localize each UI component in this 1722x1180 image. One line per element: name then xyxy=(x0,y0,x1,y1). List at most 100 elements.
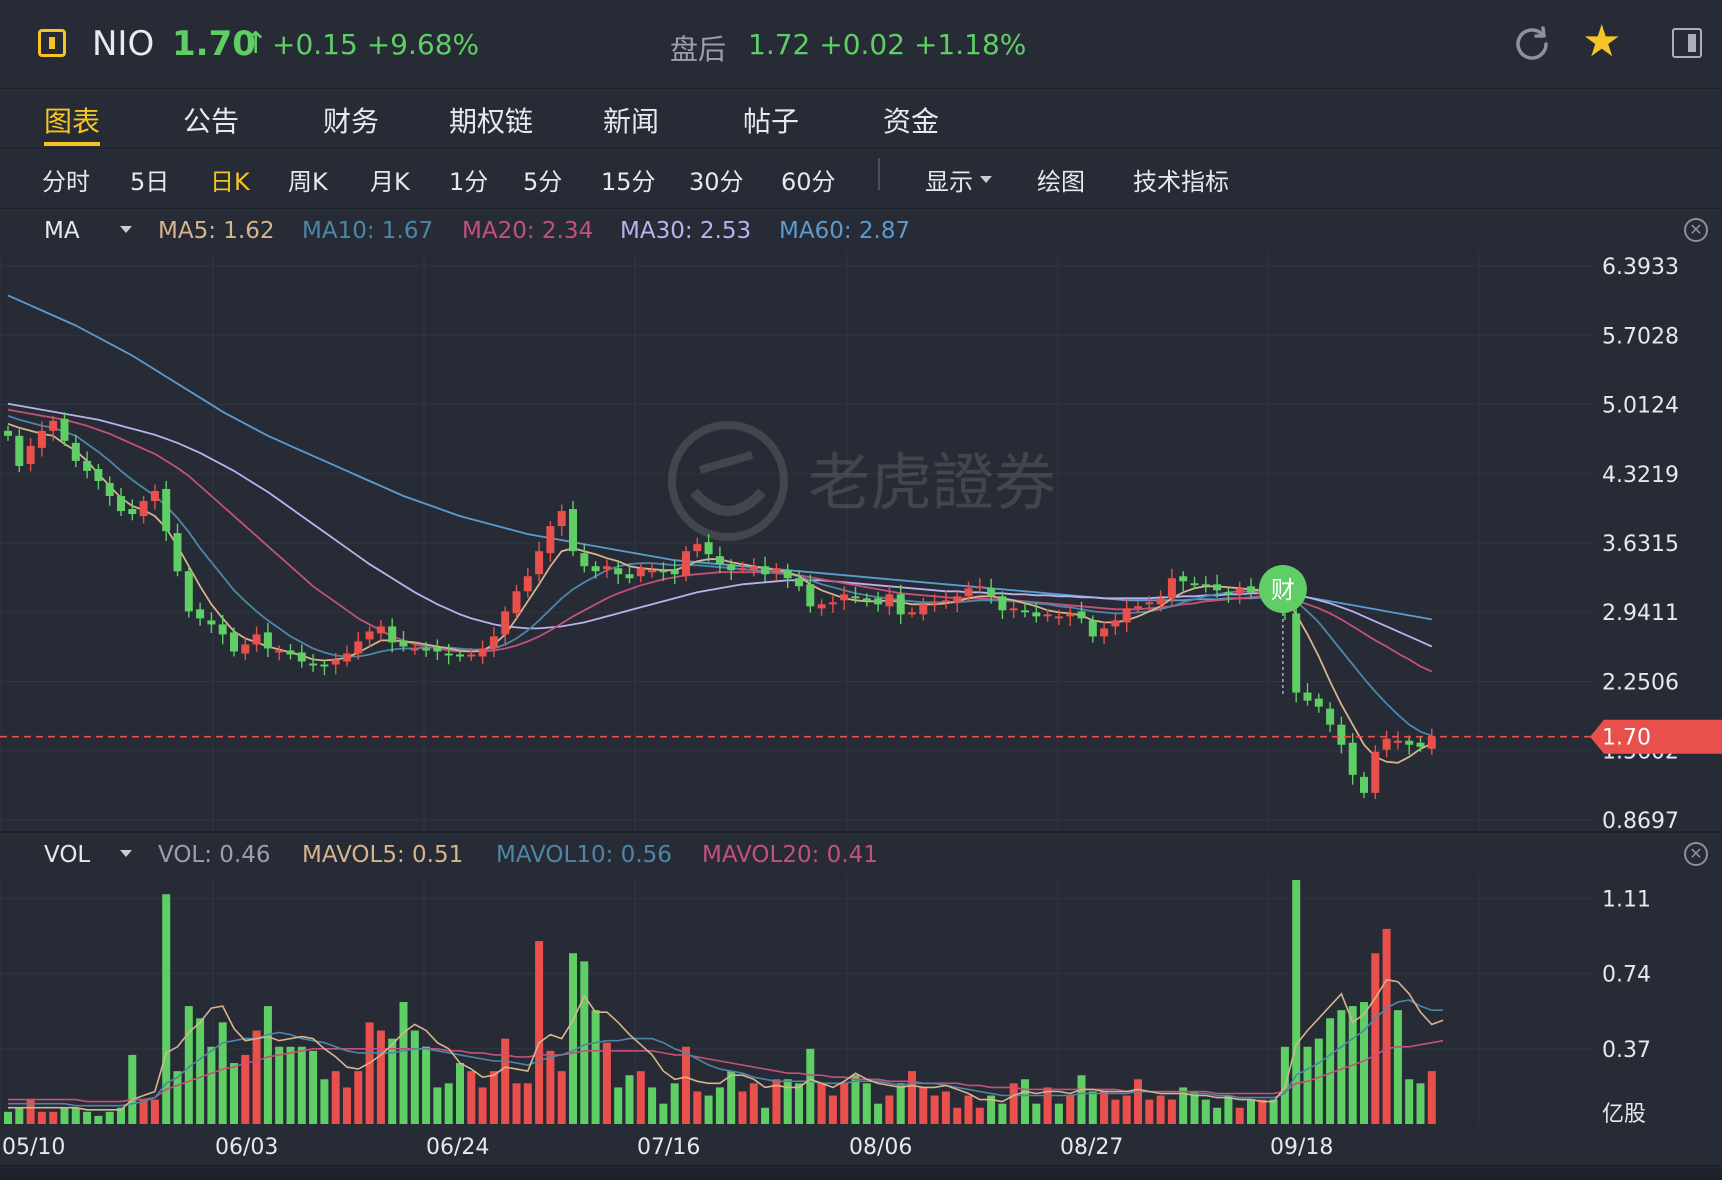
tab-announcements[interactable]: 公告 xyxy=(183,105,240,138)
candle-body xyxy=(150,490,159,502)
current-price-line: 1.70 xyxy=(0,719,1722,754)
volume-bar xyxy=(625,1075,634,1124)
volume-bar xyxy=(557,1071,566,1124)
candle-body xyxy=(1145,602,1154,605)
volume-bar xyxy=(919,1087,928,1124)
candle-body xyxy=(410,648,419,651)
candle-body xyxy=(1179,576,1188,582)
volume-bar xyxy=(851,1075,860,1124)
display-menu[interactable]: 显示 xyxy=(925,168,973,196)
period-monthly[interactable]: 月K xyxy=(370,168,410,196)
chevron-down-icon[interactable] xyxy=(980,176,992,183)
candle-body xyxy=(1088,620,1097,637)
earnings-badge[interactable]: 财 xyxy=(1258,565,1307,695)
ma-indicator-select[interactable]: MA xyxy=(44,218,80,244)
candle-body xyxy=(727,564,736,571)
candle-body xyxy=(1405,740,1414,745)
volume-bar xyxy=(1382,928,1391,1124)
date-tick-label: 06/24 xyxy=(426,1135,489,1160)
candle-body xyxy=(569,509,577,552)
candle-body xyxy=(591,566,600,572)
candle-body xyxy=(1292,613,1301,693)
volume-bar xyxy=(37,1111,46,1124)
volume-bar xyxy=(964,1095,973,1124)
volume-bar xyxy=(309,1050,318,1124)
quote-header: NIO 1.70 ↑ +0.15 +9.68% 盘后 1.72 +0.02 +1… xyxy=(0,0,1722,89)
tab-option-chain[interactable]: 期权链 xyxy=(449,105,534,138)
price-tag-label: 1.70 xyxy=(1602,726,1651,751)
candle-body xyxy=(489,636,498,649)
volume-bar xyxy=(704,1095,713,1124)
volume-bar xyxy=(569,953,577,1124)
candle-body xyxy=(1360,776,1368,793)
candle-body xyxy=(987,588,996,597)
volume-bar xyxy=(230,1063,238,1124)
volume-bar xyxy=(49,1111,58,1124)
period-5min[interactable]: 5分 xyxy=(523,168,563,196)
period-weekly[interactable]: 周K xyxy=(288,168,328,196)
volume-bar xyxy=(207,1046,216,1124)
volume-bar xyxy=(1326,1018,1335,1124)
candle-body xyxy=(478,648,487,657)
tab-news[interactable]: 新闻 xyxy=(603,105,660,138)
volume-unit-label: 亿股 xyxy=(1602,1102,1646,1127)
volume-bar xyxy=(241,1054,250,1124)
chevron-down-icon[interactable] xyxy=(120,226,132,233)
volume-bar xyxy=(139,1099,148,1124)
period-30min[interactable]: 30分 xyxy=(689,168,744,196)
watermark-logo: 老虎證券 xyxy=(668,421,1056,541)
period-60min[interactable]: 60分 xyxy=(781,168,836,196)
vol-indicator-select[interactable]: VOL xyxy=(44,842,91,868)
tab-financials[interactable]: 财务 xyxy=(323,105,380,138)
period-intraday[interactable]: 分时 xyxy=(42,168,90,196)
volume-bar xyxy=(1371,953,1380,1124)
tab-posts[interactable]: 帖子 xyxy=(743,105,800,138)
period-daily[interactable]: 日K xyxy=(210,168,250,196)
candle-body xyxy=(953,596,962,603)
candle-body xyxy=(659,570,668,573)
candle-body xyxy=(919,604,928,615)
candle-body xyxy=(15,435,24,466)
period-5day[interactable]: 5日 xyxy=(130,168,170,196)
candle-body xyxy=(139,501,148,517)
volume-bar xyxy=(591,1010,600,1124)
side-panel-icon[interactable] xyxy=(1672,28,1702,58)
candle-body xyxy=(388,626,397,643)
price-change: +0.15 +9.68% xyxy=(272,28,480,61)
volume-bars[interactable] xyxy=(4,880,1436,1124)
chevron-down-icon[interactable] xyxy=(120,850,132,857)
after-hours-label: 盘后 xyxy=(670,33,727,66)
period-15min[interactable]: 15分 xyxy=(601,168,656,196)
close-vol-icon[interactable]: ✕ xyxy=(1684,842,1708,866)
candle-body xyxy=(94,468,103,481)
mavol20-legend: MAVOL20: 0.41 xyxy=(702,842,878,868)
volume-bar xyxy=(1088,1091,1097,1124)
volume-bar xyxy=(456,1063,464,1124)
candle-body xyxy=(998,596,1007,611)
volume-bar xyxy=(659,1103,668,1124)
volume-bar xyxy=(546,1050,555,1124)
favorite-star-icon[interactable]: ★ xyxy=(1582,16,1622,67)
draw-tool[interactable]: 绘图 xyxy=(1037,168,1085,196)
tab-capital-flow[interactable]: 资金 xyxy=(883,105,940,138)
volume-bar xyxy=(343,1087,351,1124)
candles[interactable] xyxy=(4,412,1436,800)
ma30-legend: MA30: 2.53 xyxy=(620,218,752,244)
refresh-icon[interactable] xyxy=(1510,22,1554,66)
candle-body xyxy=(60,418,69,441)
indicators-menu[interactable]: 技术指标 xyxy=(1133,168,1229,196)
ticker-symbol: NIO xyxy=(92,24,155,64)
volume-bar xyxy=(885,1095,894,1124)
candle-body xyxy=(196,609,205,619)
candle-body xyxy=(184,571,193,612)
volume-bar xyxy=(489,1071,498,1124)
close-ma-icon[interactable]: ✕ xyxy=(1684,218,1708,242)
tab-chart[interactable]: 图表 xyxy=(44,105,101,138)
volume-bar xyxy=(580,961,589,1124)
candle-body xyxy=(297,652,306,662)
period-1min[interactable]: 1分 xyxy=(449,168,489,196)
date-tick-label: 06/03 xyxy=(215,1135,278,1160)
volume-bar xyxy=(1235,1107,1244,1124)
volume-bar xyxy=(1247,1099,1255,1124)
